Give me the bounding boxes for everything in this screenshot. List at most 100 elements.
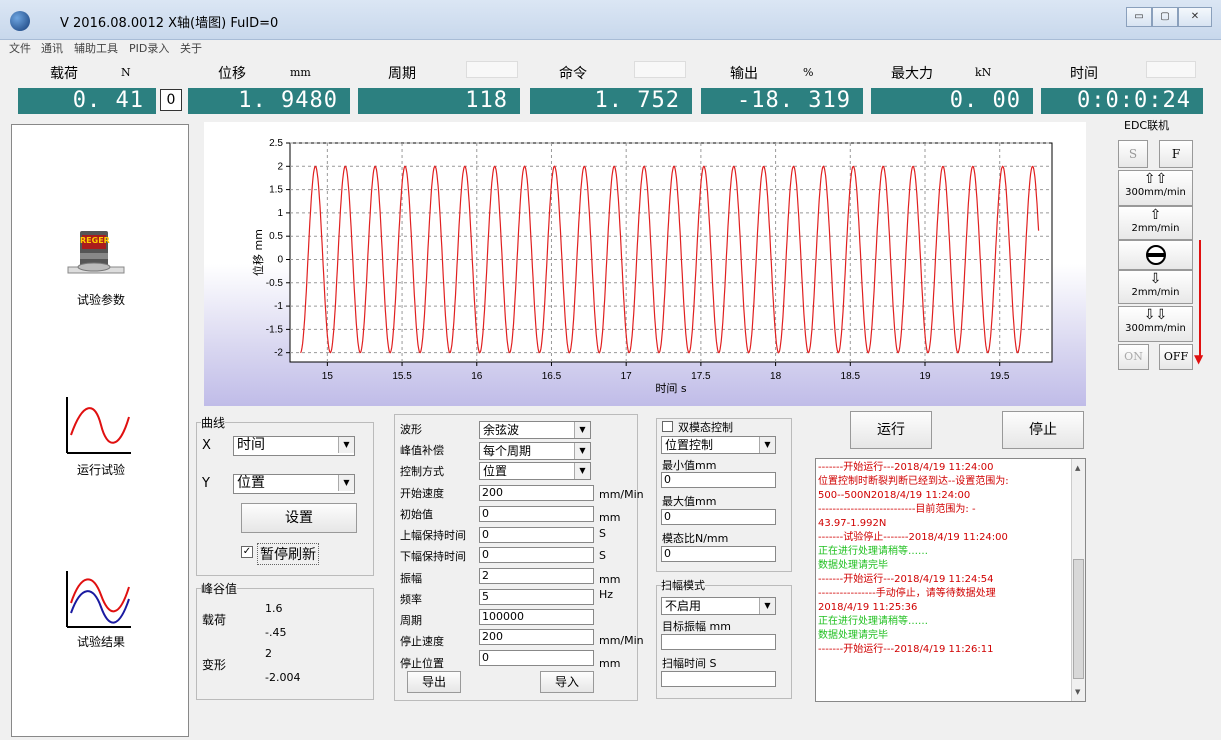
x-tick-label: 17	[621, 371, 633, 382]
close-button[interactable]: ✕	[1178, 7, 1212, 27]
dual-mode-label[interactable]: 双模态控制	[678, 421, 733, 434]
up-slow-button[interactable]: ⇧ 2mm/min	[1118, 206, 1193, 240]
edc-off-button[interactable]: OFF	[1159, 344, 1193, 370]
control-mode-select[interactable]: 位置 ▼	[479, 462, 591, 480]
log-panel[interactable]: -------开始运行---2018/4/19 11:24:00 位置控制时断裂…	[815, 458, 1086, 702]
curve-group: 曲线	[196, 414, 374, 576]
log-line: -------试验停止-------2018/4/19 11:24:00	[818, 532, 1008, 543]
amplitude-label: 振幅	[400, 572, 422, 585]
stop-speed-label: 停止速度	[400, 635, 444, 648]
lower-hold-input[interactable]: 0	[479, 547, 594, 563]
readout-label-maxforce: 最大力	[891, 66, 933, 82]
stop-button[interactable]: 停止	[1002, 411, 1084, 449]
params-group	[394, 414, 638, 701]
pause-refresh-label[interactable]: 暂停刷新	[257, 543, 319, 565]
up-fast-button[interactable]: ⇧⇧ 300mm/min	[1118, 170, 1193, 206]
menu-tools[interactable]: 辅助工具	[74, 42, 118, 55]
peak-comp-select[interactable]: 每个周期 ▼	[479, 442, 591, 460]
set-button[interactable]: 设置	[241, 503, 357, 533]
dual-max-input[interactable]: 0	[661, 509, 776, 525]
down-slow-button[interactable]: ⇩ 2mm/min	[1118, 270, 1193, 304]
sweep-group-title: 扫幅模式	[661, 579, 705, 592]
y-axis-select[interactable]: 位置 ▼	[233, 474, 355, 494]
x-tick-label: 19	[919, 371, 931, 382]
dual-max-label: 最大值mm	[662, 495, 717, 508]
edc-f-button[interactable]: F	[1159, 140, 1193, 168]
sweep-mode-select[interactable]: 不启用 ▼	[661, 597, 776, 615]
y-tick-label: 2	[277, 161, 283, 172]
test-params-icon[interactable]: REGER	[64, 217, 128, 281]
edc-s-button[interactable]: S	[1118, 140, 1148, 168]
initial-unit: mm	[599, 511, 621, 524]
dual-min-label: 最小值mm	[662, 459, 717, 472]
stop-pos-input[interactable]: 0	[479, 650, 594, 666]
import-button[interactable]: 导入	[540, 671, 594, 693]
period-input[interactable]: 100000	[479, 609, 594, 625]
dual-mode-select[interactable]: 位置控制 ▼	[661, 436, 776, 454]
dual-mode-group	[656, 418, 792, 572]
double-down-arrow-icon: ⇩⇩	[1143, 307, 1168, 323]
edc-on-button[interactable]: ON	[1118, 344, 1149, 370]
sweep-target-input[interactable]	[661, 634, 776, 650]
upper-hold-input[interactable]: 0	[479, 527, 594, 543]
dual-min-input[interactable]: 0	[661, 472, 776, 488]
log-scroll-thumb[interactable]	[1073, 559, 1084, 679]
zero-button[interactable]: 0	[160, 89, 182, 111]
double-up-arrow-icon: ⇧⇧	[1143, 171, 1168, 187]
period-label: 周期	[400, 614, 422, 627]
peak-comp-label: 峰值补偿	[400, 444, 444, 457]
menu-pid[interactable]: PID录入	[129, 42, 170, 55]
upper-hold-label: 上幅保持时间	[400, 529, 466, 542]
minimize-button[interactable]: ▭	[1126, 7, 1152, 27]
scroll-up-icon[interactable]: ▲	[1075, 464, 1081, 472]
y-tick-label: 0	[277, 254, 283, 265]
log-line: -------开始运行---2018/4/19 11:24:54	[818, 574, 994, 585]
lower-hold-unit: S	[599, 549, 606, 562]
sidebar-item-run-test[interactable]: 运行试验	[76, 463, 125, 477]
curve-group-title: 曲线	[201, 416, 226, 430]
peak-load-min: -.45	[265, 626, 287, 639]
menu-about[interactable]: 关于	[180, 42, 202, 55]
x-tick-label: 15	[322, 371, 334, 382]
sweep-time-input[interactable]	[661, 671, 776, 687]
chart-panel: 15 15.5 16 16.5 17 17.5 18 18.5 19 19.5 2.5 2 1.5 1 0.…	[204, 122, 1086, 406]
export-button[interactable]: 导出	[407, 671, 461, 693]
x-axis-select[interactable]: 时间 ▼	[233, 436, 355, 456]
log-line: ---------------------------目前范围为: -	[818, 504, 976, 515]
readout-value-command: 1. 752	[530, 88, 692, 114]
edc-title: EDC联机	[1124, 119, 1170, 132]
pause-refresh-checkbox[interactable]: ✓	[241, 546, 253, 558]
scroll-down-icon[interactable]: ▼	[1075, 688, 1081, 696]
menu-file[interactable]: 文件	[9, 42, 31, 55]
chevron-down-icon: ▼	[759, 437, 775, 453]
initial-label: 初始值	[400, 508, 433, 521]
waveform-label: 波形	[400, 423, 422, 436]
direction-arrow-line	[1199, 240, 1201, 358]
dual-mode-checkbox[interactable]	[662, 421, 673, 432]
waveform-select[interactable]: 余弦波 ▼	[479, 421, 591, 439]
down-fast-button[interactable]: ⇩⇩ 300mm/min	[1118, 306, 1193, 342]
readout-label-disp: 位移	[218, 66, 246, 82]
readout-unit-load: N	[121, 66, 131, 79]
start-speed-input[interactable]: 200	[479, 485, 594, 501]
stop-speed-input[interactable]: 200	[479, 629, 594, 645]
frequency-input[interactable]: 5	[479, 589, 594, 605]
x-tick-label: 15.5	[392, 371, 412, 382]
run-test-icon[interactable]	[65, 395, 133, 457]
amplitude-input[interactable]: 2	[479, 568, 594, 584]
run-button[interactable]: 运行	[850, 411, 932, 449]
log-scrollbar[interactable]: ▲ ▼	[1071, 459, 1085, 701]
sidebar-item-test-params[interactable]: 试验参数	[76, 293, 125, 307]
frequency-label: 频率	[400, 593, 422, 606]
test-result-icon[interactable]	[65, 569, 133, 631]
menu-comm[interactable]: 通讯	[41, 42, 63, 55]
start-speed-label: 开始速度	[400, 487, 444, 500]
peak-deform-max: 2	[265, 647, 272, 660]
initial-input[interactable]: 0	[479, 506, 594, 522]
sidebar-item-test-result[interactable]: 试验结果	[76, 635, 125, 649]
chevron-down-icon: ▼	[574, 463, 590, 479]
stop-pos-unit: mm	[599, 657, 621, 670]
maximize-button[interactable]: ▢	[1152, 7, 1178, 27]
dual-ratio-input[interactable]: 0	[661, 546, 776, 562]
stop-motion-button[interactable]	[1118, 240, 1193, 270]
